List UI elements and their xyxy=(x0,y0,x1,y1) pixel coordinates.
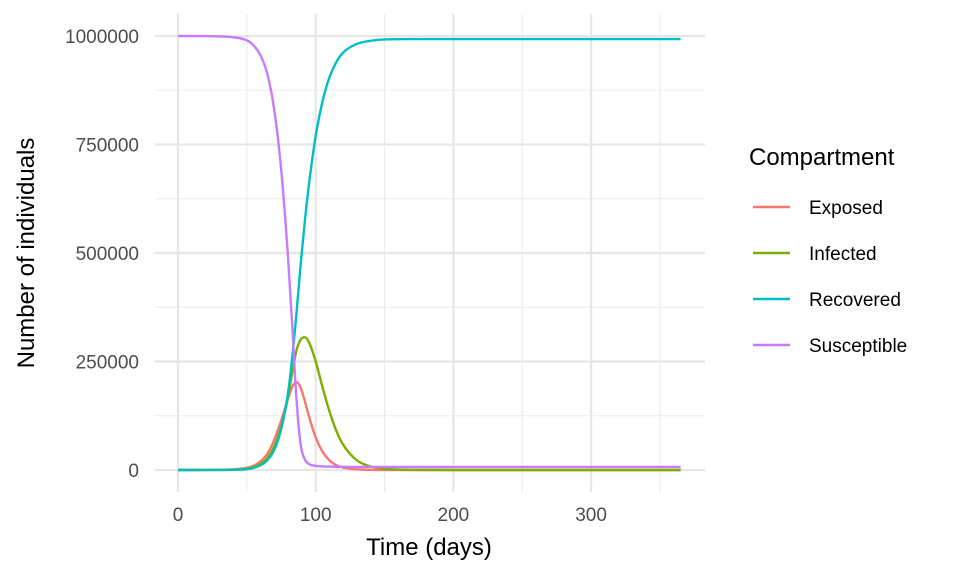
series-line-infected xyxy=(177,336,681,472)
series-line-exposed xyxy=(177,380,681,472)
y-tick-label: 0 xyxy=(128,461,139,482)
legend: Compartment Exposed Infected Recovered Susc… xyxy=(749,144,907,357)
legend-item-recovered: Recovered xyxy=(753,290,901,311)
legend-label: Recovered xyxy=(809,290,901,311)
x-tick-label: 300 xyxy=(575,505,607,526)
series-lines xyxy=(177,34,681,472)
y-tick-label: 250000 xyxy=(76,353,139,374)
x-tick-label: 100 xyxy=(300,505,332,526)
y-tick-label: 500000 xyxy=(76,244,139,265)
x-tick-label: 200 xyxy=(438,505,470,526)
y-axis-ticks: 0 250000 500000 750000 1000000 xyxy=(65,27,139,482)
minor-gridlines xyxy=(155,14,705,492)
series-line-susceptible xyxy=(177,34,681,469)
legend-label: Exposed xyxy=(809,198,883,219)
x-tick-label: 0 xyxy=(173,505,184,526)
legend-label: Infected xyxy=(809,244,877,265)
legend-item-infected: Infected xyxy=(753,244,877,265)
x-axis-ticks: 0 100 200 300 xyxy=(173,505,607,526)
y-tick-label: 1000000 xyxy=(65,27,139,48)
legend-items: Exposed Infected Recovered Susceptible xyxy=(753,198,907,357)
y-axis-title: Number of individuals xyxy=(13,138,40,369)
legend-item-exposed: Exposed xyxy=(753,198,883,219)
series-line-recovered xyxy=(177,37,681,472)
x-axis-title: Time (days) xyxy=(366,534,492,561)
legend-title: Compartment xyxy=(749,144,895,171)
major-gridlines xyxy=(155,14,705,492)
legend-label: Susceptible xyxy=(809,336,907,357)
y-tick-label: 750000 xyxy=(76,136,139,157)
legend-item-susceptible: Susceptible xyxy=(753,336,907,357)
